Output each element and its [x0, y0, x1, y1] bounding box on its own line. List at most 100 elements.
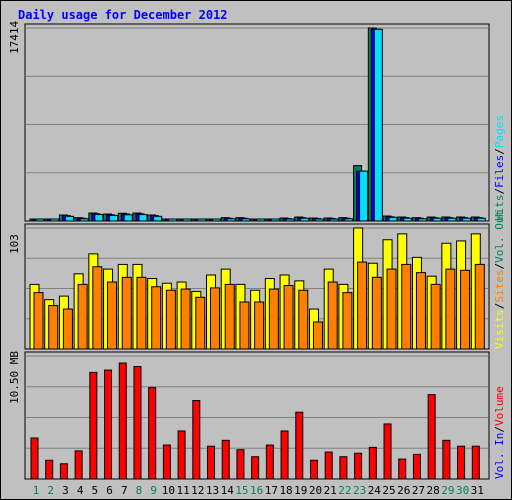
bar-kbytes-day-9 — [148, 387, 157, 480]
bar-kbytes-day-23 — [354, 452, 363, 480]
bar-pages-day-9 — [153, 215, 163, 222]
bar-pages-day-12 — [197, 218, 207, 222]
y-max-label-kbytes: 10.50 MB — [8, 351, 21, 404]
bar-sites-day-29 — [445, 268, 456, 350]
bar-kbytes-day-13 — [207, 445, 216, 480]
bar-pages-day-14 — [226, 218, 236, 222]
bar-kbytes-day-30 — [457, 445, 466, 480]
bar-kbytes-day-29 — [442, 439, 451, 480]
bar-kbytes-day-20 — [309, 459, 318, 480]
x-tick-label-day-24: 24 — [368, 484, 382, 497]
bar-kbytes-day-14 — [221, 439, 230, 480]
bar-sites-day-15 — [239, 301, 250, 350]
bar-sites-day-13 — [210, 287, 221, 350]
bar-pages-day-30 — [462, 217, 472, 222]
bar-kbytes-day-18 — [280, 430, 289, 480]
y-max-label-hits: 17414 — [8, 21, 21, 54]
bar-sites-day-31 — [474, 263, 485, 350]
x-tick-label-day-20: 20 — [309, 484, 322, 497]
bar-kbytes-day-17 — [265, 444, 274, 480]
bar-pages-day-20 — [314, 218, 324, 222]
bar-pages-day-28 — [432, 217, 442, 222]
bar-kbytes-day-1 — [30, 437, 39, 480]
side-legend-part-1-3: / — [493, 263, 506, 270]
bar-pages-day-17 — [270, 218, 280, 222]
bar-pages-day-4 — [79, 218, 89, 222]
y-max-label-visits: 103 — [8, 234, 21, 254]
bar-kbytes-day-5 — [89, 371, 98, 480]
bar-pages-day-19 — [300, 217, 310, 222]
bar-kbytes-day-21 — [324, 451, 333, 480]
x-tick-label-day-7: 7 — [121, 484, 128, 497]
side-legend-part-1-4: Vol. Out — [493, 210, 506, 263]
bar-kbytes-day-6 — [104, 369, 113, 480]
x-tick-label-day-4: 4 — [77, 484, 84, 497]
x-tick-label-day-26: 26 — [397, 484, 410, 497]
bar-kbytes-day-26 — [398, 458, 407, 480]
side-legend-hits: Hits/Files/Pages — [493, 115, 506, 221]
x-tick-label-day-6: 6 — [106, 484, 113, 497]
side-legend-part-1-2: Sites — [493, 270, 506, 303]
bar-sites-day-26 — [401, 263, 412, 350]
x-tick-label-day-15: 15 — [235, 484, 248, 497]
bar-sites-day-7 — [121, 276, 132, 350]
bar-pages-day-11 — [182, 218, 192, 222]
x-tick-label-day-13: 13 — [206, 484, 219, 497]
x-tick-label-day-23: 23 — [353, 484, 366, 497]
x-tick-label-day-10: 10 — [162, 484, 175, 497]
bar-pages-day-27 — [417, 218, 427, 222]
x-tick-label-day-27: 27 — [412, 484, 425, 497]
bar-pages-day-5 — [94, 214, 104, 222]
bar-sites-day-24 — [371, 276, 382, 350]
x-tick-label-day-16: 16 — [250, 484, 263, 497]
bar-kbytes-day-22 — [339, 456, 348, 480]
bar-pages-day-8 — [138, 214, 148, 222]
bar-sites-day-22 — [342, 292, 353, 350]
bar-pages-day-2 — [50, 218, 60, 222]
bar-kbytes-day-15 — [236, 449, 245, 480]
bar-kbytes-day-11 — [177, 430, 186, 480]
bar-kbytes-day-4 — [74, 450, 83, 480]
x-tick-label-day-22: 22 — [338, 484, 351, 497]
bar-kbytes-day-16 — [251, 456, 260, 480]
x-tick-label-day-5: 5 — [92, 484, 99, 497]
bar-sites-day-18 — [283, 285, 294, 350]
x-tick-label-day-8: 8 — [136, 484, 143, 497]
bar-sites-day-16 — [254, 301, 265, 350]
bar-pages-day-23 — [359, 170, 369, 222]
bar-pages-day-16 — [256, 218, 266, 222]
bar-pages-day-31 — [476, 217, 486, 222]
side-legend-part-0-3: / — [493, 148, 506, 155]
bar-sites-day-2 — [48, 305, 59, 350]
x-tick-label-day-17: 17 — [265, 484, 278, 497]
bar-pages-day-24 — [373, 28, 383, 222]
bar-pages-day-7 — [123, 214, 133, 222]
bar-pages-day-21 — [329, 218, 339, 222]
side-legend-part-1-1: / — [493, 303, 506, 310]
bar-sites-day-14 — [224, 283, 235, 350]
x-tick-label-day-14: 14 — [221, 484, 235, 497]
bar-kbytes-day-10 — [162, 444, 171, 480]
x-tick-label-day-29: 29 — [441, 484, 454, 497]
bar-pages-day-15 — [241, 218, 251, 222]
bar-pages-day-1 — [35, 218, 45, 222]
side-legend-part-0-0: Hits — [493, 195, 506, 222]
bar-sites-day-23 — [357, 261, 368, 350]
bar-sites-day-9 — [151, 286, 162, 350]
x-tick-label-day-12: 12 — [191, 484, 204, 497]
side-legend-kbytes: Vol. In/Volume — [493, 386, 506, 479]
bar-sites-day-21 — [327, 281, 338, 350]
x-tick-label-day-1: 1 — [33, 484, 40, 497]
bar-kbytes-day-24 — [368, 446, 377, 480]
x-tick-label-day-2: 2 — [47, 484, 54, 497]
bar-kbytes-day-27 — [412, 453, 421, 480]
bar-kbytes-day-2 — [45, 459, 54, 480]
bar-kbytes-day-28 — [427, 394, 436, 480]
x-tick-label-day-31: 31 — [471, 484, 484, 497]
bar-sites-day-6 — [107, 281, 118, 350]
side-legend-visits: Visits/Sites/Vol. Out — [493, 210, 506, 349]
x-tick-label-day-3: 3 — [62, 484, 69, 497]
bar-sites-day-4 — [77, 283, 88, 350]
x-tick-label-day-21: 21 — [324, 484, 337, 497]
bar-pages-day-25 — [388, 216, 398, 222]
